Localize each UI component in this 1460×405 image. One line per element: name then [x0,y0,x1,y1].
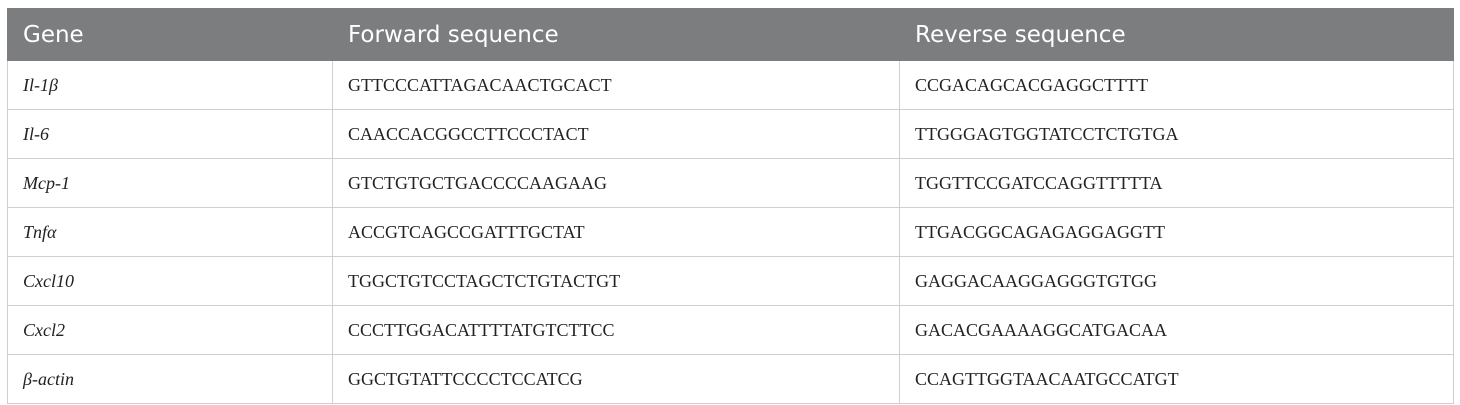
table-row: Mcp-1 GTCTGTGCTGACCCCAAGAAG TGGTTCCGATCC… [7,158,1454,208]
gene-cell: Mcp-1 [7,158,333,208]
forward-sequence-cell: CCCTTGGACATTTTATGTCTTCC [332,305,900,355]
forward-sequence-cell: TGGCTGTCCTAGCTCTGTACTGT [332,256,900,306]
reverse-sequence-cell: GACACGAAAAGGCATGACAA [899,305,1454,355]
header-reverse-sequence: Reverse sequence [899,8,1454,61]
table-row: Cxcl2 CCCTTGGACATTTTATGTCTTCC GACACGAAAA… [7,305,1454,355]
forward-sequence-cell: ACCGTCAGCCGATTTGCTAT [332,207,900,257]
forward-sequence-cell: GGCTGTATTCCCCTCCATCG [332,354,900,404]
gene-cell: Il-1β [7,60,333,110]
reverse-sequence-cell: TGGTTCCGATCCAGGTTTTTA [899,158,1454,208]
reverse-sequence-cell: CCAGTTGGTAACAATGCCATGT [899,354,1454,404]
table-row: Il-6 CAACCACGGCCTTCCCTACT TTGGGAGTGGTATC… [7,109,1454,159]
gene-cell: Cxcl10 [7,256,333,306]
reverse-sequence-cell: TTGACGGCAGAGAGGAGGTT [899,207,1454,257]
table-row: β-actin GGCTGTATTCCCCTCCATCG CCAGTTGGTAA… [7,354,1454,404]
table-row: Il-1β GTTCCCATTAGACAACTGCACT CCGACAGCACG… [7,60,1454,110]
reverse-sequence-cell: GAGGACAAGGAGGGTGTGG [899,256,1454,306]
reverse-sequence-cell: TTGGGAGTGGTATCCTCTGTGA [899,109,1454,159]
gene-cell: Cxcl2 [7,305,333,355]
forward-sequence-cell: GTTCCCATTAGACAACTGCACT [332,60,900,110]
header-row: Gene Forward sequence Reverse sequence [7,8,1454,61]
table-row: Tnfα ACCGTCAGCCGATTTGCTAT TTGACGGCAGAGAG… [7,207,1454,257]
table-header: Gene Forward sequence Reverse sequence [7,8,1454,61]
primer-table: Gene Forward sequence Reverse sequence I… [7,8,1454,404]
table-row: Cxcl10 TGGCTGTCCTAGCTCTGTACTGT GAGGACAAG… [7,256,1454,306]
reverse-sequence-cell: CCGACAGCACGAGGCTTTT [899,60,1454,110]
forward-sequence-cell: GTCTGTGCTGACCCCAAGAAG [332,158,900,208]
header-gene: Gene [7,8,333,61]
gene-cell: β-actin [7,354,333,404]
table-body: Il-1β GTTCCCATTAGACAACTGCACT CCGACAGCACG… [7,60,1454,404]
forward-sequence-cell: CAACCACGGCCTTCCCTACT [332,109,900,159]
gene-cell: Tnfα [7,207,333,257]
header-forward-sequence: Forward sequence [332,8,900,61]
primer-table-container: Gene Forward sequence Reverse sequence I… [7,8,1454,404]
gene-cell: Il-6 [7,109,333,159]
